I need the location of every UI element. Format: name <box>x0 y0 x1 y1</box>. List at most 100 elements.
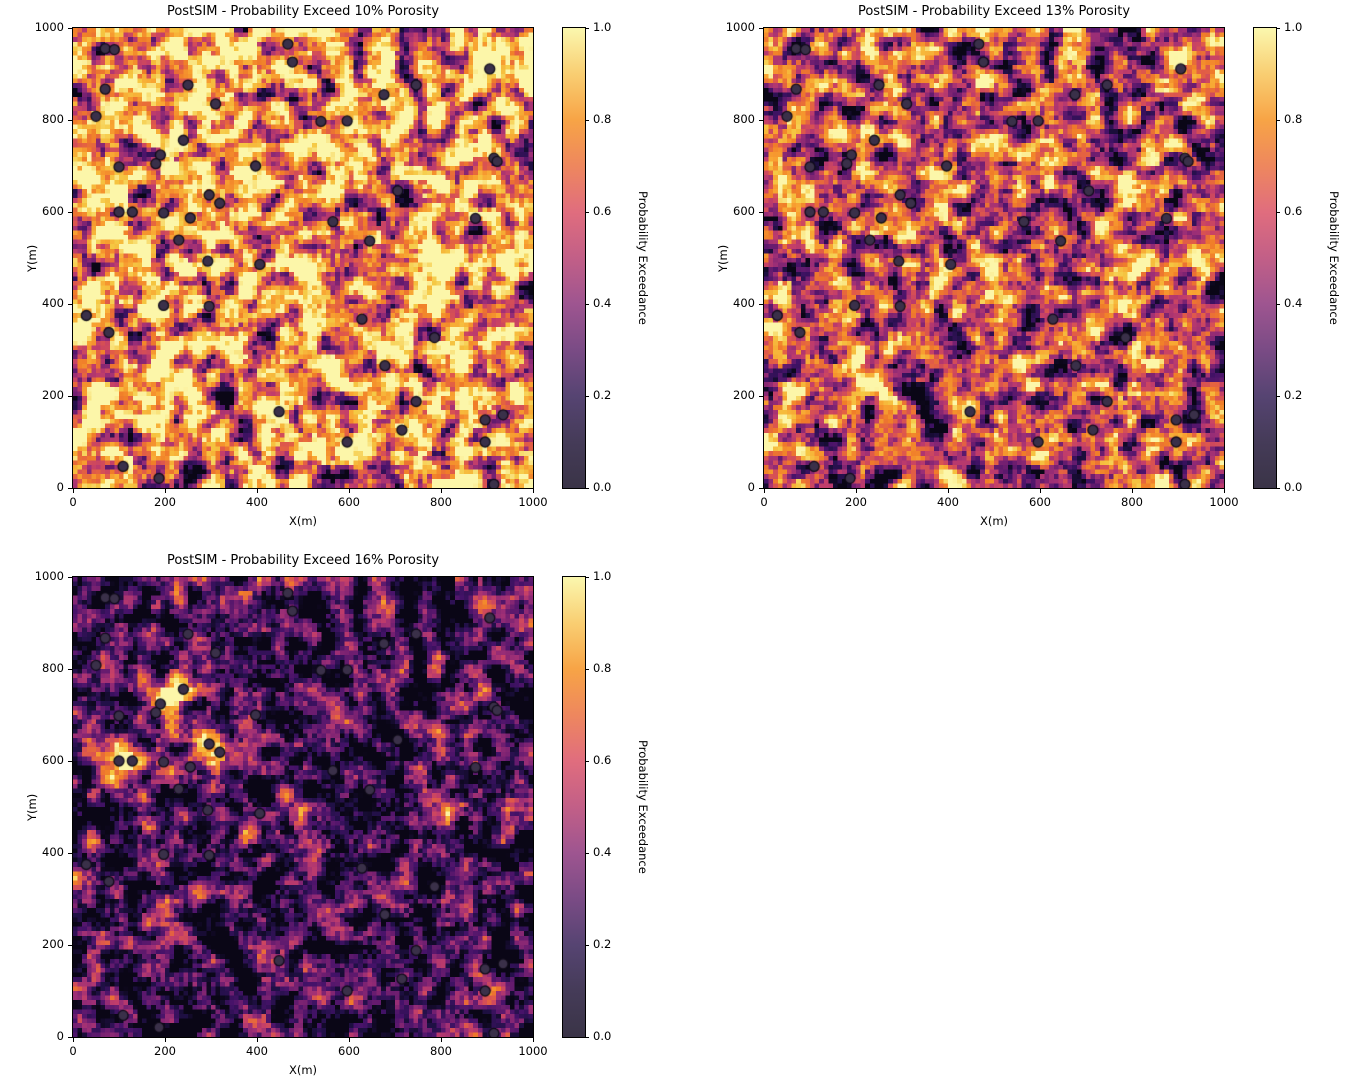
colorbar-tick-mark <box>585 488 589 489</box>
colorbar-tick-label: 1.0 <box>1284 20 1303 34</box>
colorbar-tick-label: 0.0 <box>593 1029 612 1043</box>
x-tick-label: 200 <box>154 495 176 509</box>
x-tick-mark <box>73 1038 74 1042</box>
x-axis-label: X(m) <box>288 1063 318 1077</box>
colorbar-tick-mark <box>585 304 589 305</box>
colorbar-tick-label: 0.6 <box>1284 204 1303 218</box>
y-tick-mark <box>68 120 72 121</box>
x-tick-label: 800 <box>1121 495 1143 509</box>
x-tick-label: 1000 <box>518 495 548 509</box>
x-tick-mark <box>349 489 350 493</box>
colorbar-tick-mark <box>585 761 589 762</box>
y-tick-mark <box>759 304 763 305</box>
colorbar <box>562 27 586 489</box>
y-axis-label: Y(m) <box>716 244 730 272</box>
well-markers-canvas <box>764 28 1224 488</box>
y-tick-label: 600 <box>733 204 755 218</box>
y-tick-mark <box>68 853 72 854</box>
y-tick-label: 800 <box>733 112 755 126</box>
y-tick-label: 400 <box>42 845 64 859</box>
colorbar-tick-mark <box>585 212 589 213</box>
heatmap-plot-area <box>72 27 534 489</box>
colorbar-label: Probability Exceedance <box>636 191 650 325</box>
x-tick-label: 200 <box>154 1044 176 1058</box>
y-tick-label: 200 <box>42 937 64 951</box>
colorbar-tick-mark <box>1276 396 1280 397</box>
x-tick-label: 0 <box>760 495 768 509</box>
x-tick-label: 800 <box>430 495 452 509</box>
colorbar-tick-mark <box>585 669 589 670</box>
y-tick-label: 800 <box>42 112 64 126</box>
x-tick-label: 0 <box>69 495 77 509</box>
x-tick-mark <box>73 489 74 493</box>
y-tick-label: 600 <box>42 753 64 767</box>
x-tick-label: 1000 <box>518 1044 548 1058</box>
plot-title: PostSIM - Probability Exceed 10% Porosit… <box>166 4 440 19</box>
y-tick-label: 800 <box>42 661 64 675</box>
y-tick-mark <box>68 761 72 762</box>
y-tick-mark <box>759 120 763 121</box>
y-tick-mark <box>68 669 72 670</box>
well-markers-canvas <box>73 577 533 1037</box>
y-axis-label: Y(m) <box>25 793 39 821</box>
y-tick-mark <box>759 396 763 397</box>
y-tick-mark <box>68 396 72 397</box>
y-tick-label: 200 <box>733 388 755 402</box>
colorbar-tick-label: 0.4 <box>593 296 612 310</box>
x-tick-mark <box>948 489 949 493</box>
x-tick-label: 400 <box>246 495 268 509</box>
colorbar-tick-mark <box>585 28 589 29</box>
x-tick-label: 800 <box>430 1044 452 1058</box>
x-tick-mark <box>165 1038 166 1042</box>
colorbar-tick-label: 0.8 <box>593 661 612 675</box>
heatmap-plot-area <box>72 576 534 1038</box>
colorbar-tick-label: 1.0 <box>593 20 612 34</box>
x-tick-mark <box>1224 489 1225 493</box>
colorbar-tick-mark <box>585 945 589 946</box>
y-tick-mark <box>68 28 72 29</box>
colorbar-label: Probability Exceedance <box>1327 191 1341 325</box>
x-tick-mark <box>1132 489 1133 493</box>
colorbar-tick-label: 0.2 <box>593 388 612 402</box>
colorbar-tick-label: 1.0 <box>593 569 612 583</box>
colorbar-tick-mark <box>585 853 589 854</box>
x-tick-label: 0 <box>69 1044 77 1058</box>
y-tick-mark <box>68 577 72 578</box>
y-tick-label: 600 <box>42 204 64 218</box>
y-axis-label: Y(m) <box>25 244 39 272</box>
colorbar-tick-label: 0.8 <box>593 112 612 126</box>
plot-title: PostSIM - Probability Exceed 13% Porosit… <box>857 4 1131 19</box>
colorbar-tick-label: 0.2 <box>593 937 612 951</box>
colorbar-tick-mark <box>1276 488 1280 489</box>
colorbar-tick-mark <box>1276 212 1280 213</box>
heatmap-plot-area <box>763 27 1225 489</box>
x-axis-label: X(m) <box>288 514 318 528</box>
y-tick-label: 0 <box>56 480 64 494</box>
colorbar <box>1253 27 1277 489</box>
y-tick-label: 1000 <box>34 569 64 583</box>
colorbar-tick-label: 0.0 <box>1284 480 1303 494</box>
x-tick-mark <box>764 489 765 493</box>
y-tick-mark <box>759 28 763 29</box>
x-tick-label: 1000 <box>1209 495 1239 509</box>
x-tick-mark <box>1040 489 1041 493</box>
x-tick-mark <box>856 489 857 493</box>
colorbar <box>562 576 586 1038</box>
colorbar-tick-mark <box>1276 28 1280 29</box>
colorbar-tick-mark <box>1276 304 1280 305</box>
colorbar-tick-label: 0.4 <box>593 845 612 859</box>
y-tick-mark <box>68 1037 72 1038</box>
y-tick-label: 1000 <box>34 20 64 34</box>
x-tick-mark <box>165 489 166 493</box>
colorbar-tick-label: 0.8 <box>1284 112 1303 126</box>
x-tick-mark <box>441 1038 442 1042</box>
x-tick-label: 600 <box>1029 495 1051 509</box>
well-markers-canvas <box>73 28 533 488</box>
y-tick-mark <box>68 945 72 946</box>
colorbar-tick-mark <box>585 396 589 397</box>
y-tick-label: 200 <box>42 388 64 402</box>
y-tick-mark <box>68 488 72 489</box>
y-tick-mark <box>68 212 72 213</box>
y-tick-label: 0 <box>747 480 755 494</box>
